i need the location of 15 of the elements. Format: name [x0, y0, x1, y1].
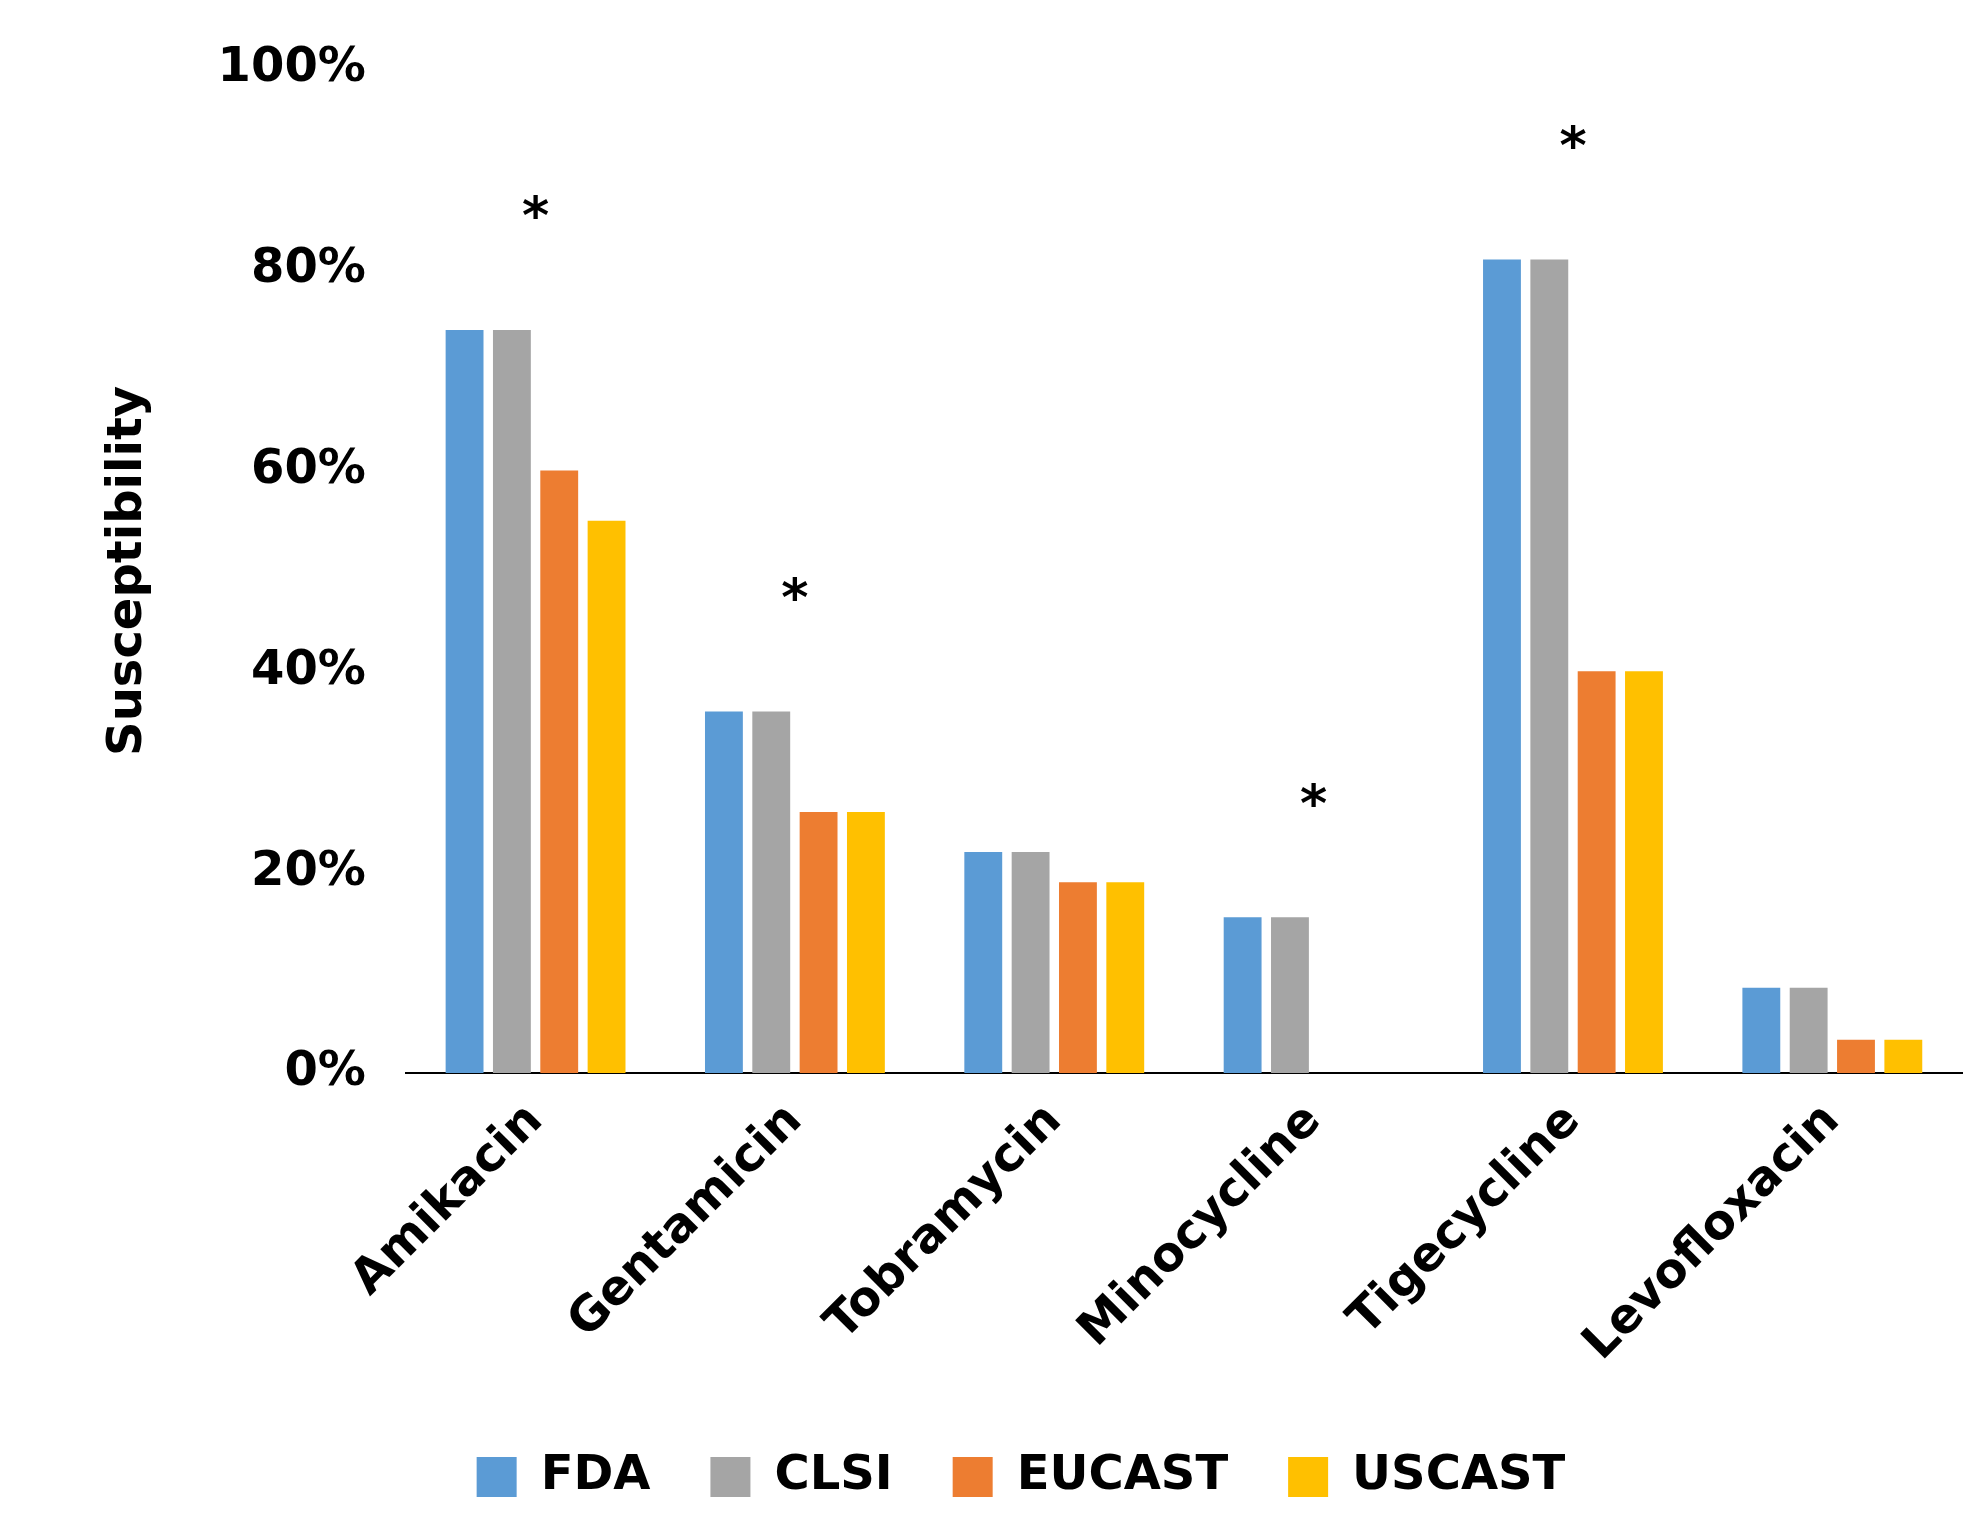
annotation: *: [1300, 772, 1328, 833]
y-tick-label: 80%: [251, 237, 366, 294]
legend-label: EUCAST: [1016, 1444, 1229, 1501]
y-tick-label: 100%: [217, 36, 366, 93]
y-tick-label: 20%: [251, 839, 366, 896]
y-tick-label: 0%: [284, 1040, 366, 1097]
y-axis-title: Susceptibility: [96, 385, 153, 756]
legend-label: FDA: [540, 1444, 651, 1501]
legend-label: USCAST: [1352, 1444, 1566, 1501]
legend-label: CLSI: [774, 1444, 893, 1501]
y-tick-label: 60%: [251, 437, 366, 494]
annotation: *: [1559, 115, 1587, 176]
annotation: *: [521, 185, 550, 246]
annotation: *: [781, 567, 809, 627]
y-tick-label: 40%: [251, 638, 366, 695]
